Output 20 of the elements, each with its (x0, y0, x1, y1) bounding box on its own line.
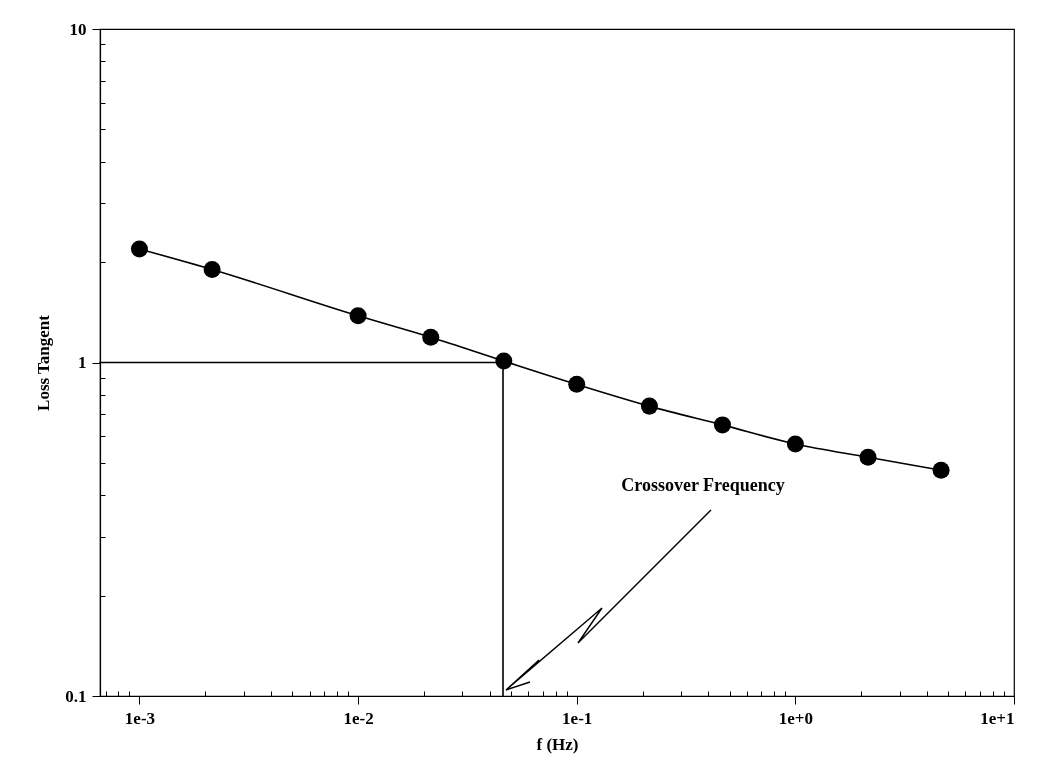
x-tick-label: 1e-3 (124, 708, 156, 728)
x-axis-title: f (Hz) (536, 734, 579, 754)
point (932, 461, 950, 479)
point (859, 448, 877, 466)
point (640, 397, 658, 415)
x-tick-label: 1e-1 (562, 708, 593, 728)
y-tick-label: 0.1 (65, 686, 87, 706)
x-tick-label: 1e-2 (343, 708, 374, 728)
point (786, 435, 804, 453)
annotation: Crossover Frequency (621, 475, 785, 495)
x-tick-label: 1e+1 (980, 708, 1015, 728)
point (495, 352, 513, 370)
y-tick-label: 10 (69, 19, 87, 39)
point (568, 375, 586, 393)
point (713, 416, 731, 434)
point (422, 328, 440, 346)
y-axis-title: Loss Tangent (34, 314, 54, 411)
x-tick-label: 1e+0 (778, 708, 813, 728)
y-tick-label: 1 (78, 353, 87, 372)
point (349, 307, 367, 325)
